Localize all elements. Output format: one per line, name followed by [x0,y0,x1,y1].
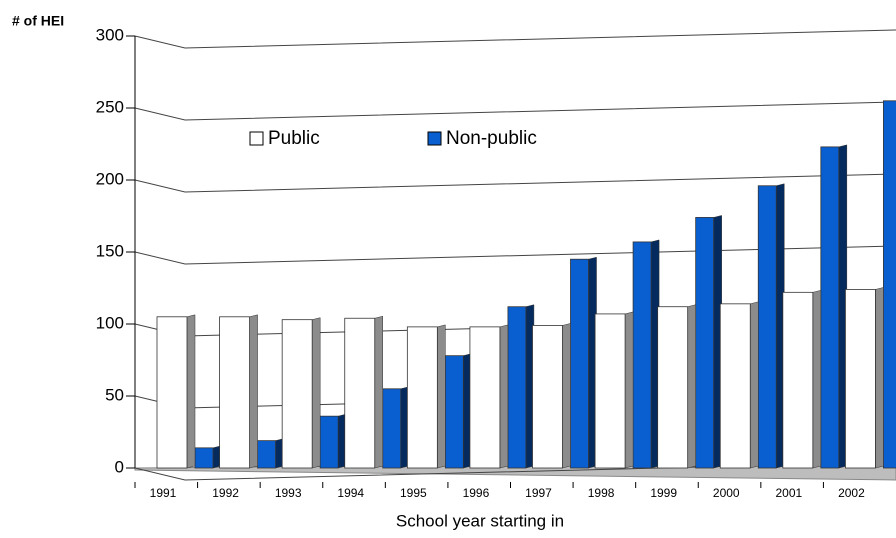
bar [532,325,563,469]
x-tick-label: 1993 [275,486,302,500]
bar [319,415,339,469]
bar [257,440,276,469]
x-axis-label: School year starting in [396,511,564,530]
x-tick-label: 1994 [337,486,364,500]
bar-side [687,304,696,469]
bar [444,355,464,469]
bar [507,306,527,469]
x-tick-label: 1992 [212,486,239,500]
x-tick-label: 1999 [650,486,677,500]
grid-line [134,173,896,193]
grid-line [134,101,896,121]
bar [194,447,214,469]
y-tick-label: 250 [96,97,124,116]
x-tick-label: 1995 [400,486,427,500]
bar [632,241,652,469]
bar-side [374,315,383,469]
bar-side [750,301,759,469]
x-tick-label: 2002 [838,486,865,500]
x-tick-label: 1991 [150,486,177,500]
x-tick-label: 1998 [588,486,615,500]
bar-side [562,323,571,469]
bar-side [249,314,258,469]
grid-line [134,29,896,49]
bar [281,319,313,469]
bar [156,316,188,469]
bar [782,291,814,469]
bar [344,317,376,469]
bar-side [186,314,196,469]
y-tick-label: 100 [96,313,124,332]
bar [657,306,689,469]
y-tick-label: 50 [105,385,124,404]
y-axis-label: # of HEI [12,13,64,29]
bar [757,185,777,469]
bar-side [437,324,446,469]
y-tick-label: 300 [96,25,124,44]
legend-swatch [249,131,264,146]
bar [219,316,250,469]
x-tick-label: 1997 [525,486,552,500]
y-tick-label: 200 [96,169,124,188]
bar-side [499,324,509,469]
bar [820,146,840,469]
y-tick-label: 150 [96,241,124,260]
legend-label: Non-public [446,128,537,149]
bar [469,326,501,469]
bar [382,388,402,469]
legend-swatch [427,131,442,146]
bar [845,289,876,469]
x-tick-label: 2001 [775,486,802,500]
y-tick-label: 0 [115,457,124,476]
bar [695,217,715,469]
bar [883,100,896,469]
bar [570,258,589,469]
legend-label: Public [268,128,320,149]
bar-side [812,289,822,469]
bar-side [624,311,634,469]
bar-side [311,317,321,469]
bar [594,313,626,469]
bar [719,303,751,469]
bar [406,326,438,469]
bar-side [875,287,884,469]
x-tick-label: 2000 [713,486,740,500]
x-tick-label: 1996 [463,486,490,500]
